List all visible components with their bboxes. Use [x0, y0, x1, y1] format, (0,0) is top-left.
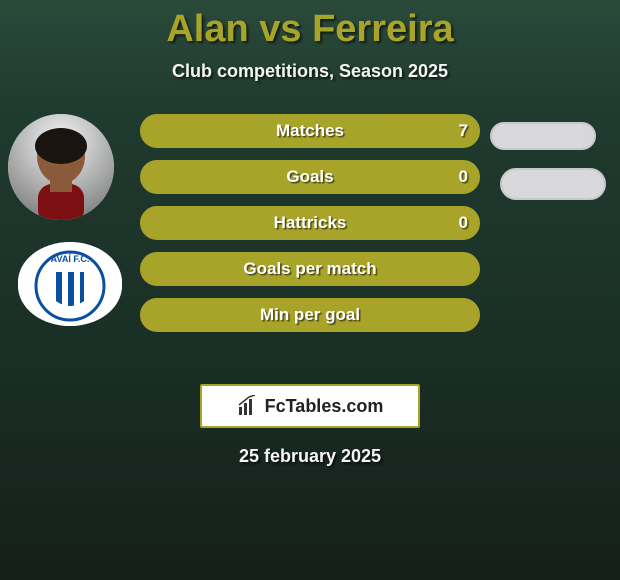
bar-row-goals-per-match: Goals per match	[140, 252, 480, 286]
opponent-pill-matches	[490, 122, 596, 150]
player1-avatar	[8, 114, 114, 220]
bar-row-goals: Goals 0	[140, 160, 480, 194]
bar-value: 0	[459, 206, 468, 240]
bar-label: Matches	[140, 114, 480, 148]
content: Alan vs Ferreira Club competitions, Seas…	[0, 0, 620, 467]
page-subtitle: Club competitions, Season 2025	[0, 61, 620, 82]
branding-text: FcTables.com	[265, 396, 384, 417]
page-date: 25 february 2025	[0, 446, 620, 467]
player2-club-crest: AVAÍ F.C.	[18, 242, 122, 326]
bar-row-min-per-goal: Min per goal	[140, 298, 480, 332]
stat-bars: Matches 7 Goals 0 Hattricks 0 Goals per …	[140, 114, 480, 344]
bar-label: Goals per match	[140, 252, 480, 286]
bar-value: 0	[459, 160, 468, 194]
bar-row-matches: Matches 7	[140, 114, 480, 148]
svg-text:AVAÍ F.C.: AVAÍ F.C.	[51, 254, 90, 264]
bar-label: Min per goal	[140, 298, 480, 332]
bar-value: 7	[459, 114, 468, 148]
barchart-icon	[237, 395, 259, 417]
bar-label: Goals	[140, 160, 480, 194]
main-area: AVAÍ F.C. Matches 7 Goals 0	[0, 114, 620, 374]
opponent-pill-goals	[500, 168, 606, 200]
bar-label: Hattricks	[140, 206, 480, 240]
player-headshot-icon	[8, 114, 114, 220]
page-title: Alan vs Ferreira	[0, 0, 620, 51]
branding-badge: FcTables.com	[200, 384, 420, 428]
bar-row-hattricks: Hattricks 0	[140, 206, 480, 240]
club-crest-icon: AVAÍ F.C.	[18, 242, 122, 326]
